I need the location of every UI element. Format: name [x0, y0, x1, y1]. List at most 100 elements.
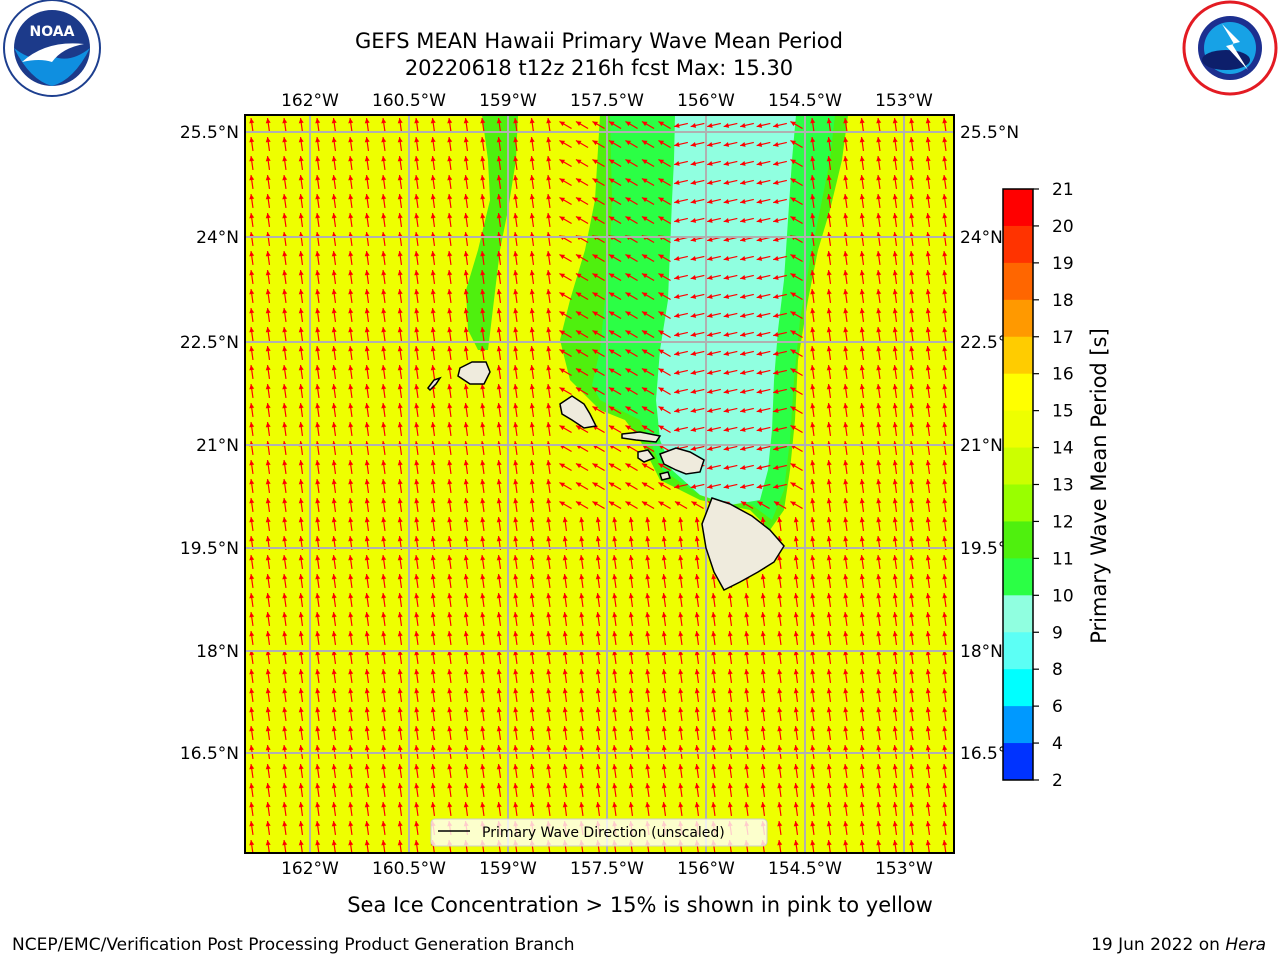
wave-arrow	[430, 421, 436, 437]
wave-arrow	[546, 402, 552, 418]
wave-arrow	[331, 421, 337, 437]
wave-arrow	[678, 706, 684, 722]
wave-arrow	[513, 155, 519, 171]
wave-arrow	[756, 369, 771, 375]
wave-arrow	[723, 160, 738, 166]
wave-arrow	[447, 250, 453, 266]
wave-arrow	[641, 120, 655, 130]
wave-arrow	[447, 383, 453, 399]
wave-arrow	[282, 250, 288, 266]
wave-arrow	[513, 592, 519, 608]
wave-arrow	[331, 763, 337, 779]
wave-arrow	[265, 193, 271, 209]
colorbar-tick-label: 6	[1052, 697, 1063, 717]
wave-arrow	[661, 592, 667, 608]
wave-arrow	[249, 136, 255, 152]
wave-arrow	[740, 198, 754, 204]
wave-arrow	[892, 117, 898, 133]
wave-arrow	[282, 136, 288, 152]
wave-arrow	[859, 326, 865, 342]
wave-arrow	[414, 288, 420, 304]
wave-arrow	[282, 516, 288, 532]
wave-arrow	[756, 445, 771, 451]
wave-arrow	[744, 782, 750, 798]
wave-arrow	[925, 421, 931, 437]
wave-arrow	[397, 459, 403, 475]
wave-arrow	[658, 139, 671, 149]
wave-arrow	[546, 459, 552, 475]
wave-arrow	[843, 478, 849, 494]
wave-arrow	[579, 611, 585, 627]
wave-arrow	[364, 136, 370, 152]
wave-arrow	[562, 801, 568, 817]
wave-arrow	[909, 687, 915, 703]
wave-arrow	[430, 459, 436, 475]
wave-arrow	[744, 706, 750, 722]
wave-arrow	[546, 573, 552, 589]
wave-arrow	[298, 592, 304, 608]
wave-arrow	[625, 139, 638, 149]
wave-arrow	[843, 117, 849, 133]
colorbar-block	[1003, 262, 1033, 301]
wave-arrow	[282, 801, 288, 817]
wave-arrow	[546, 193, 552, 209]
wave-arrow	[265, 839, 271, 853]
wave-arrow	[480, 383, 486, 399]
wave-arrow	[414, 478, 420, 494]
wave-arrow	[575, 329, 589, 339]
wave-arrow	[690, 160, 705, 166]
wave-arrow	[645, 592, 651, 608]
legend-box	[430, 818, 768, 847]
wave-arrow	[447, 630, 453, 646]
wave-arrow	[282, 364, 288, 380]
wave-arrow	[559, 348, 572, 358]
wave-arrow	[463, 136, 469, 152]
wave-arrow	[892, 611, 898, 627]
lat-labels-left: 25.5°N 24°N 22.5°N 21°N 19.5°N 18°N 16.5…	[180, 123, 239, 764]
lon-label: 153°W	[875, 859, 933, 879]
wave-arrow	[641, 272, 655, 282]
wave-arrow	[575, 500, 589, 510]
colorbar-tick-label: 12	[1052, 512, 1074, 532]
wave-arrow	[843, 136, 849, 152]
wave-arrow	[463, 668, 469, 684]
wave-arrow	[592, 177, 605, 187]
island-lanai	[637, 449, 656, 463]
wave-arrow	[463, 212, 469, 228]
wave-arrow	[942, 763, 948, 779]
wave-arrow	[331, 611, 337, 627]
wave-arrow	[249, 212, 255, 228]
wave-arrow	[513, 117, 519, 133]
wave-arrow	[658, 215, 671, 225]
wave-arrow	[661, 573, 667, 589]
wave-arrow	[331, 383, 337, 399]
wave-arrow	[727, 801, 733, 817]
wave-arrow	[942, 307, 948, 323]
wave-arrow	[463, 516, 469, 532]
wave-arrow	[529, 288, 535, 304]
wave-arrow	[529, 117, 535, 133]
wave-arrow	[575, 291, 589, 301]
wave-arrow	[612, 687, 618, 703]
wave-arrow	[480, 649, 486, 665]
wave-arrow	[843, 725, 849, 741]
lat-label: 25.5°N	[960, 123, 1019, 143]
lon-label: 160.5°W	[372, 859, 446, 879]
wave-arrow	[348, 288, 354, 304]
wave-arrow	[331, 516, 337, 532]
colorbar-tick-label: 18	[1052, 291, 1074, 311]
wave-arrow	[826, 725, 832, 741]
wave-arrow	[892, 516, 898, 532]
wave-arrow	[843, 326, 849, 342]
wave-arrow	[562, 554, 568, 570]
wave-arrow	[463, 592, 469, 608]
wave-arrow	[810, 725, 816, 741]
wave-arrow	[810, 193, 816, 209]
wave-arrow	[658, 177, 671, 187]
wave-arrow	[249, 478, 255, 494]
wave-arrow	[690, 217, 705, 223]
wave-arrow	[348, 611, 354, 627]
wave-arrow	[826, 117, 832, 133]
wave-arrow	[559, 253, 572, 263]
wave-arrow	[843, 573, 849, 589]
